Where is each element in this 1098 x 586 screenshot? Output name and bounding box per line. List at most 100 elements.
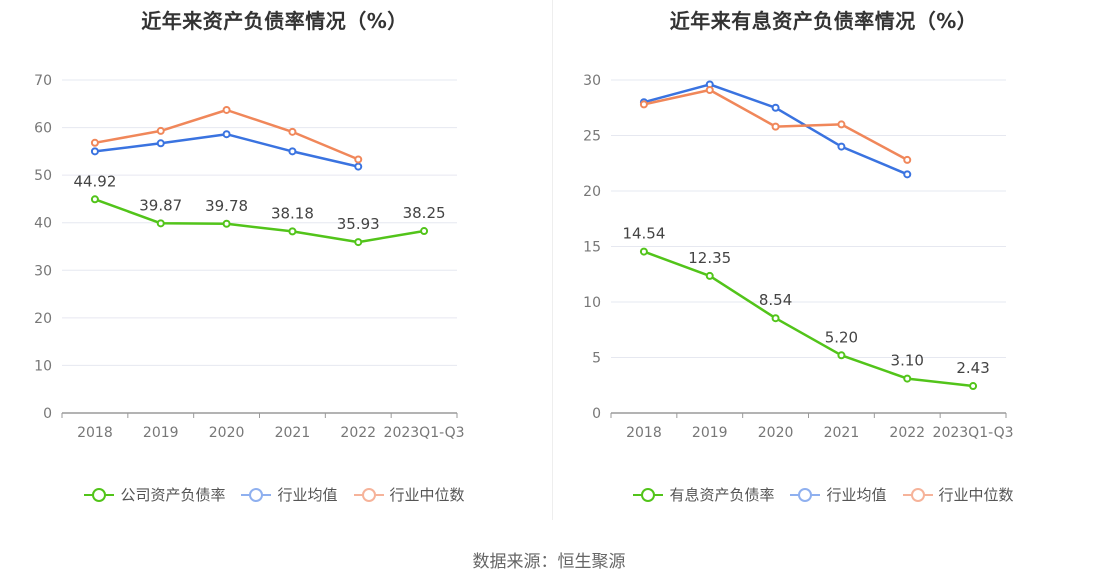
panel-divider (552, 0, 553, 520)
legend-line-marker-icon (241, 487, 272, 503)
data-point[interactable] (222, 219, 231, 228)
legend-line-marker-icon (633, 487, 664, 503)
legend-label: 行业均值 (826, 486, 887, 504)
data-label: 35.93 (337, 215, 380, 233)
y-tick-label: 25 (583, 129, 601, 145)
data-point[interactable] (771, 314, 780, 323)
data-point[interactable] (222, 130, 231, 139)
data-point[interactable] (354, 238, 363, 247)
legend-line-marker-icon (84, 487, 115, 503)
chart-panel-right: 近年来有息资产负债率情况（%） 0 5 10 15 20 25 30 2018 2019 2020… (549, 0, 1098, 530)
data-label: 2.43 (956, 359, 989, 377)
data-point[interactable] (90, 138, 99, 147)
chart-left-svg: 0 10 20 30 40 50 60 70 2018 2019 2020 2021 2022 2023Q… (34, 73, 465, 441)
data-point[interactable] (639, 100, 648, 109)
y-tick-label: 5 (592, 351, 601, 367)
series-line-0 (643, 250, 974, 388)
series-line-1 (94, 132, 359, 168)
x-tick-label: 2020 (758, 425, 794, 441)
data-point[interactable] (705, 85, 714, 94)
y-tick-label: 20 (34, 311, 52, 327)
legend-line-marker-icon (790, 487, 821, 503)
chart-panel-left: 近年来资产负债率情况（%） 0 10 20 30 40 50 60 70 2018 2019 202… (0, 0, 549, 530)
data-point[interactable] (705, 271, 714, 280)
legend-label: 有息资产负债率 (669, 486, 775, 504)
data-point[interactable] (288, 127, 297, 136)
legend-item-0[interactable]: 公司资产负债率 (84, 484, 225, 505)
data-source-note: 数据来源：恒生聚源 (472, 552, 626, 572)
data-point[interactable] (837, 120, 846, 129)
data-label: 39.87 (139, 196, 182, 214)
data-point[interactable] (156, 139, 165, 148)
x-tick-label: 2020 (209, 425, 245, 441)
data-point[interactable] (771, 122, 780, 131)
data-point[interactable] (837, 142, 846, 151)
legend-line-marker-icon (353, 487, 384, 503)
legend-item-0[interactable]: 有息资产负债率 (633, 484, 774, 505)
data-label: 38.25 (403, 204, 446, 222)
data-point[interactable] (639, 247, 648, 256)
data-label: 8.54 (759, 291, 792, 309)
y-tick-label: 30 (583, 73, 601, 89)
legend-right: 有息资产负债率 行业均值 行业中位数 (549, 484, 1098, 505)
y-tick-label: 30 (34, 263, 52, 279)
x-tick-label: 2019 (692, 425, 728, 441)
data-point[interactable] (771, 103, 780, 112)
chart-title-right: 近年来有息资产负债率情况（%） (669, 9, 978, 33)
data-point[interactable] (837, 351, 846, 360)
y-tick-label: 10 (34, 358, 52, 374)
y-tick-label: 60 (34, 121, 52, 137)
x-tick-label: 2021 (824, 425, 860, 441)
chart-right-svg: 0 5 10 15 20 25 30 2018 2019 2020 2021 2022 2023Q1-Q… (583, 73, 1014, 441)
legend-label: 公司资产负债率 (120, 486, 226, 504)
legend-item-2[interactable]: 行业中位数 (353, 484, 465, 505)
x-tick-label: 2023Q1-Q3 (384, 425, 465, 441)
x-tick-label: 2022 (340, 425, 376, 441)
y-tick-label: 0 (43, 406, 52, 422)
data-label: 12.35 (688, 249, 731, 267)
data-point[interactable] (90, 195, 99, 204)
y-tick-label: 50 (34, 168, 52, 184)
data-point[interactable] (90, 147, 99, 156)
data-point[interactable] (288, 227, 297, 236)
x-tick-label: 2021 (275, 425, 311, 441)
y-tick-label: 20 (583, 184, 601, 200)
data-point[interactable] (903, 170, 912, 179)
data-point[interactable] (420, 227, 429, 236)
data-point[interactable] (222, 105, 231, 114)
y-tick-label: 70 (34, 73, 52, 89)
legend-label: 行业均值 (277, 486, 338, 504)
data-point[interactable] (288, 147, 297, 156)
series-line-0 (94, 198, 425, 244)
legend-item-1[interactable]: 行业均值 (241, 484, 338, 505)
data-point[interactable] (903, 374, 912, 383)
legend-item-2[interactable]: 行业中位数 (902, 484, 1014, 505)
x-tick-label: 2018 (77, 425, 113, 441)
data-point[interactable] (354, 155, 363, 164)
legend-left: 公司资产负债率 行业均值 行业中位数 (0, 484, 549, 505)
y-tick-label: 40 (34, 216, 52, 232)
data-point[interactable] (354, 162, 363, 171)
data-point[interactable] (969, 382, 978, 391)
x-tick-label: 2018 (626, 425, 662, 441)
legend-line-marker-icon (902, 487, 933, 503)
y-tick-label: 0 (592, 406, 601, 422)
x-tick-label: 2019 (143, 425, 179, 441)
data-point[interactable] (156, 126, 165, 135)
data-label: 14.54 (622, 225, 665, 243)
data-label: 3.10 (891, 352, 924, 370)
data-label: 38.18 (271, 204, 314, 222)
y-tick-label: 15 (583, 240, 601, 256)
x-tick-label: 2023Q1-Q3 (933, 425, 1014, 441)
data-point[interactable] (903, 155, 912, 164)
data-label: 39.78 (205, 197, 248, 215)
legend-label: 行业中位数 (389, 486, 465, 504)
legend-label: 行业中位数 (938, 486, 1014, 504)
chart-title-left: 近年来资产负债率情况（%） (141, 9, 408, 33)
data-label: 5.20 (825, 328, 858, 346)
x-tick-label: 2022 (889, 425, 925, 441)
data-point[interactable] (156, 219, 165, 228)
legend-item-1[interactable]: 行业均值 (790, 484, 887, 505)
data-label: 44.92 (73, 172, 116, 190)
y-tick-label: 10 (583, 295, 601, 311)
